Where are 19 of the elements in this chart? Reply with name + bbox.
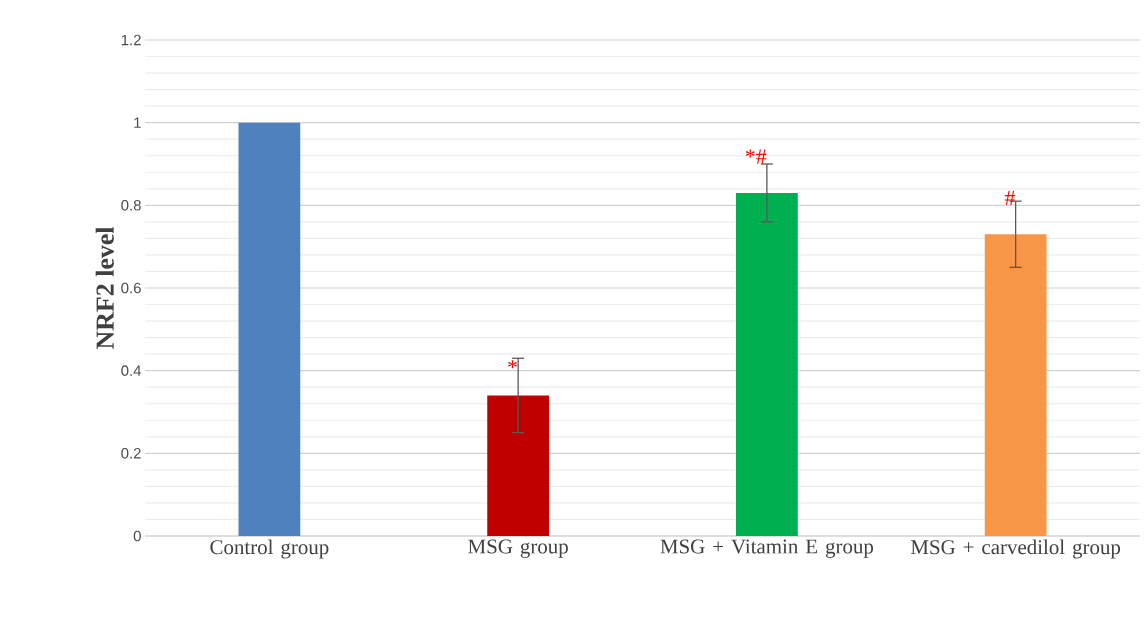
bar: [238, 122, 301, 536]
y-tick-label: 1.2: [121, 34, 141, 46]
x-tick-label: MSG group: [468, 539, 568, 558]
y-tick-label: 0: [133, 530, 141, 542]
y-tick-label: 0.4: [121, 365, 142, 376]
bar: [736, 192, 798, 536]
y-axis-title: NRF2 level: [95, 226, 114, 349]
y-tick-label: 1: [134, 117, 141, 128]
bar: [984, 234, 1047, 536]
annotation: #: [1004, 190, 1016, 206]
y-tick-label: 0.2: [121, 448, 141, 459]
bar: [487, 395, 550, 536]
y-tick-label: 0.6: [121, 282, 141, 294]
annotation: *: [508, 360, 517, 369]
x-tick-label: MSG + Vitamin E group: [660, 539, 874, 558]
x-tick-label: Control group: [210, 539, 329, 559]
y-tick-label: 0.8: [121, 200, 141, 211]
x-tick-label: MSG + carvedilol group: [910, 539, 1121, 559]
annotation: *#: [745, 149, 767, 164]
